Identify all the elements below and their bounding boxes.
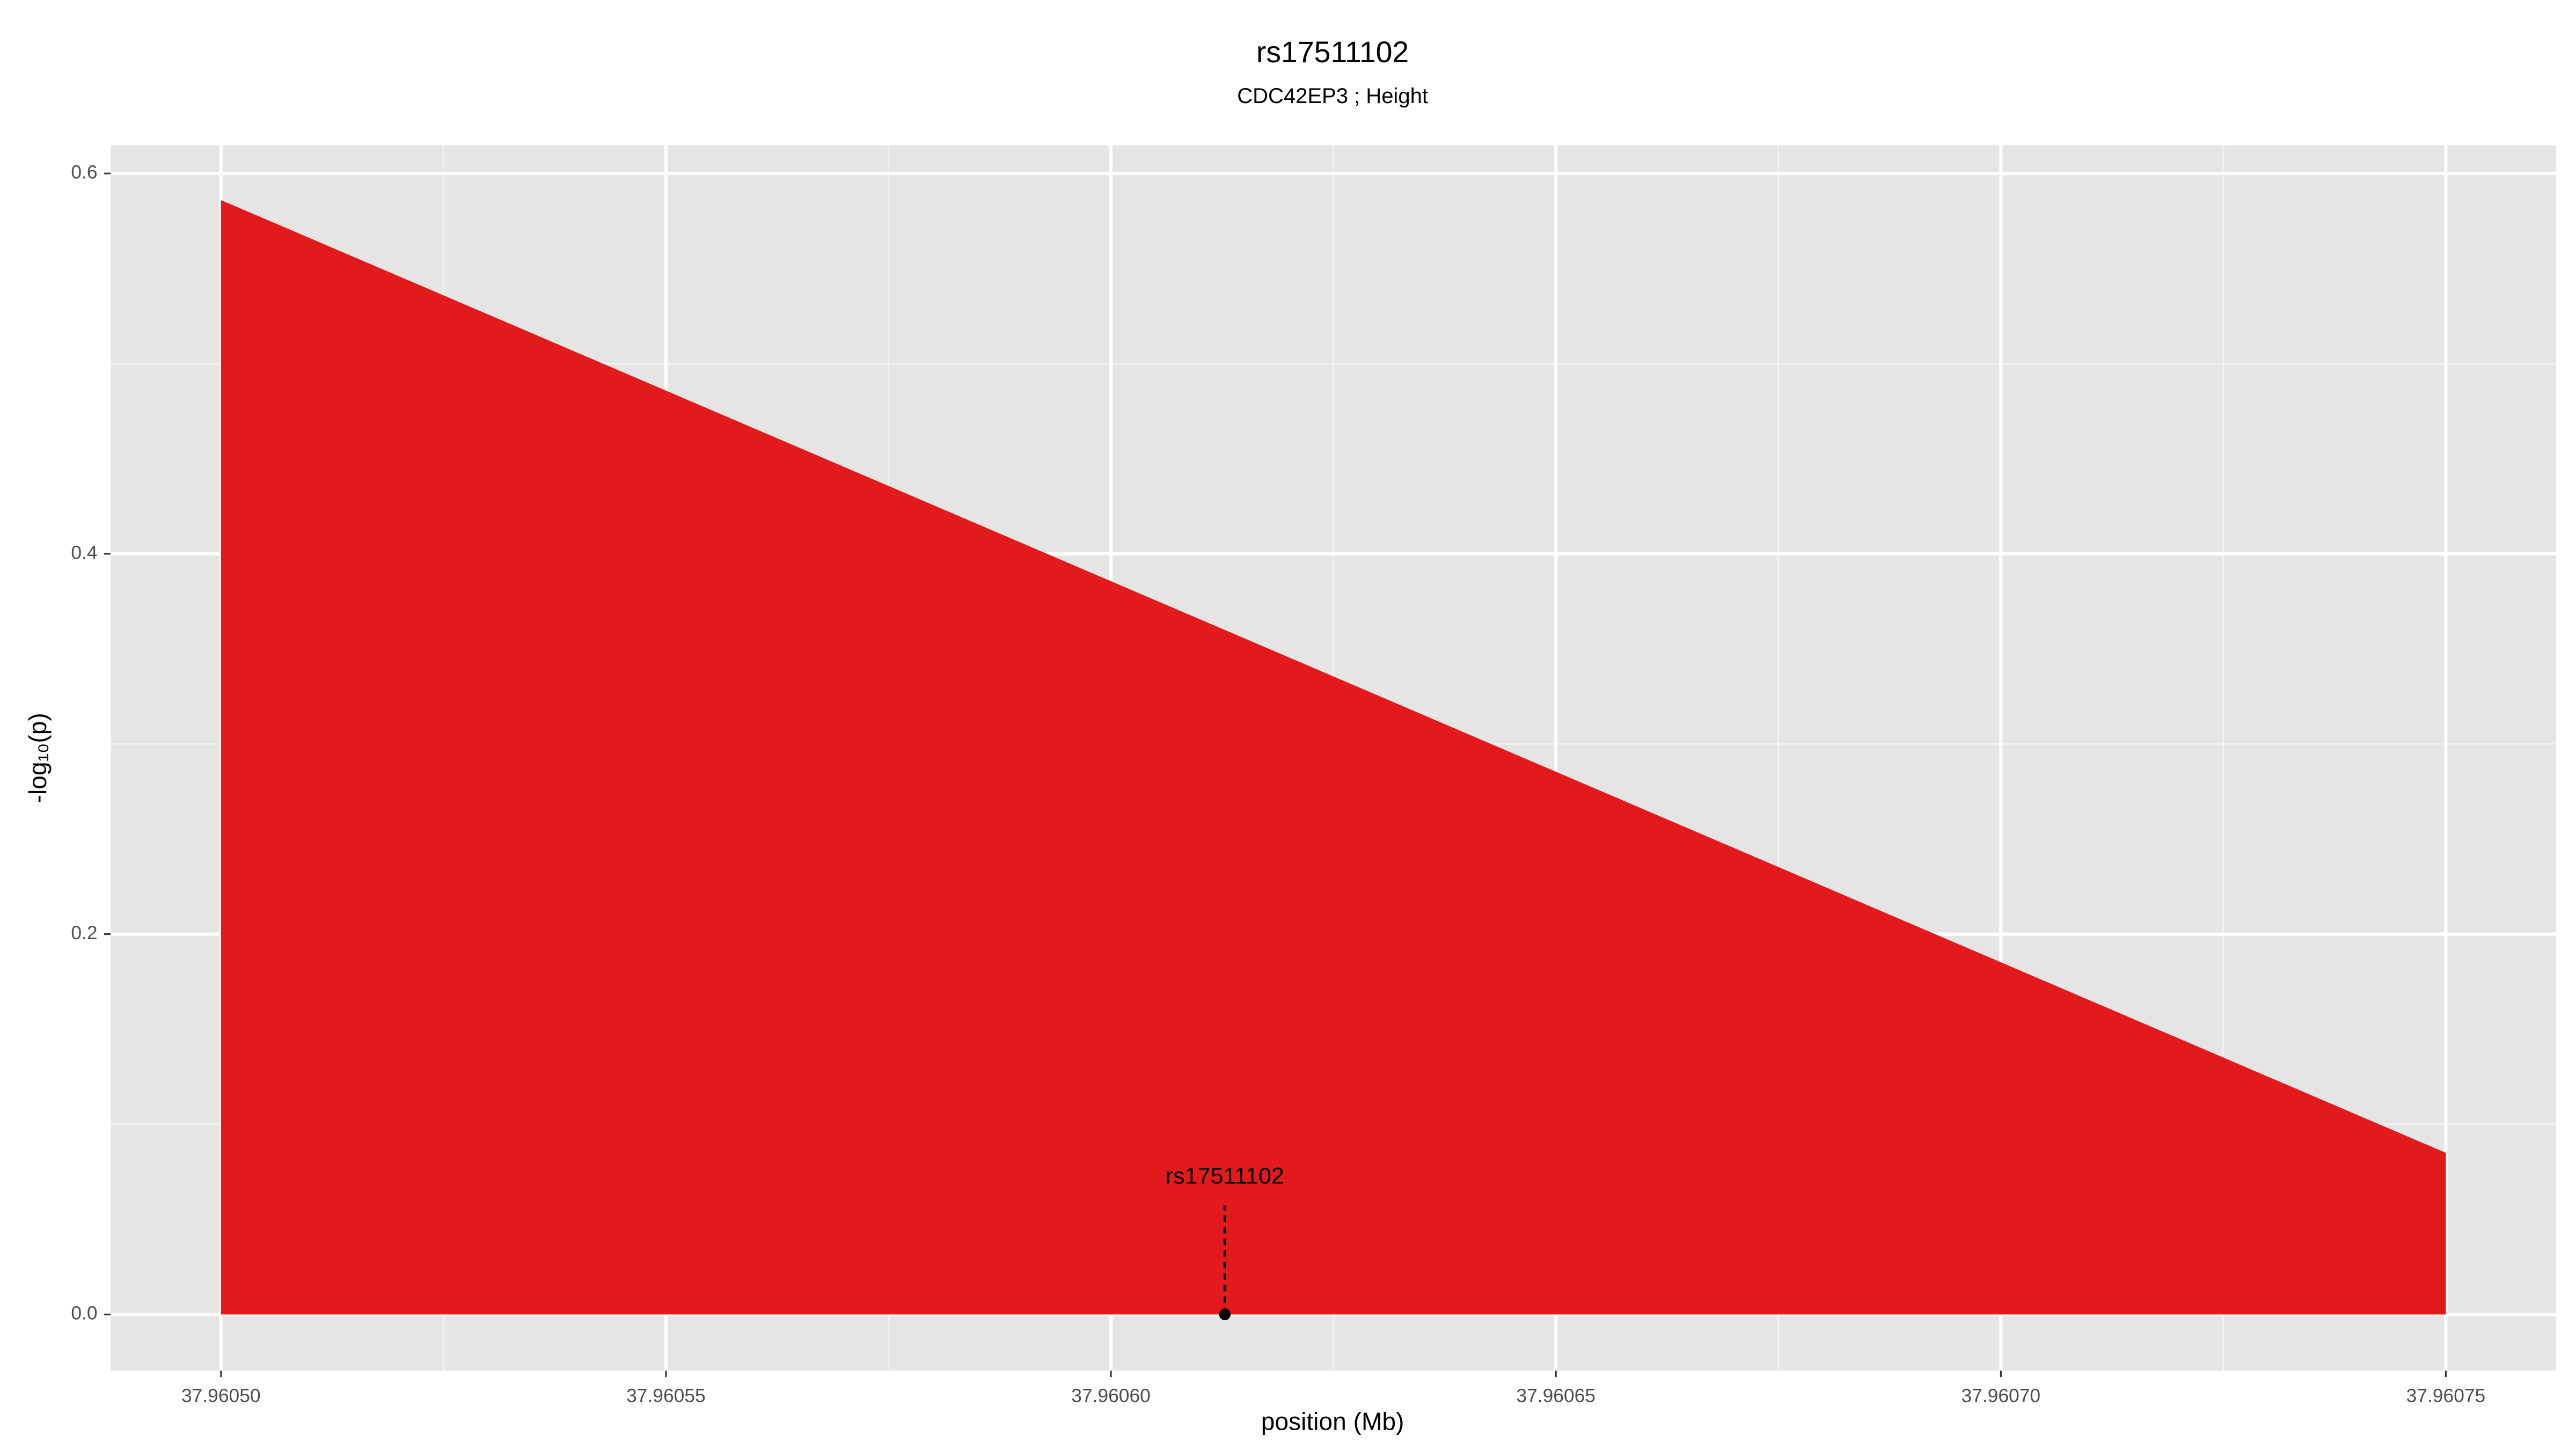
y-tick-label: 0.0 bbox=[71, 1303, 97, 1324]
chart-subtitle: CDC42EP3 ; Height bbox=[1237, 84, 1428, 108]
y-tick-label: 0.2 bbox=[71, 923, 97, 943]
annotation-label: rs17511102 bbox=[1166, 1163, 1284, 1189]
y-tick-label: 0.6 bbox=[71, 162, 97, 183]
chart-title: rs17511102 bbox=[1256, 35, 1409, 69]
x-tick-label: 37.96050 bbox=[181, 1385, 261, 1406]
x-tick-label: 37.96075 bbox=[2406, 1385, 2486, 1406]
x-tick-label: 37.96070 bbox=[1962, 1385, 2041, 1406]
x-axis-title: position (Mb) bbox=[1261, 1407, 1404, 1435]
marks: rs17511102 bbox=[221, 200, 2446, 1321]
area bbox=[221, 200, 2446, 1315]
x-tick-label: 37.96060 bbox=[1071, 1385, 1151, 1406]
annotation-point bbox=[1219, 1308, 1231, 1321]
x-tick-label: 37.96055 bbox=[626, 1385, 706, 1406]
y-axis-title: -log₁₀(p) bbox=[24, 713, 52, 803]
x-tick-label: 37.96065 bbox=[1516, 1385, 1596, 1406]
y-tick-label: 0.4 bbox=[71, 542, 97, 563]
